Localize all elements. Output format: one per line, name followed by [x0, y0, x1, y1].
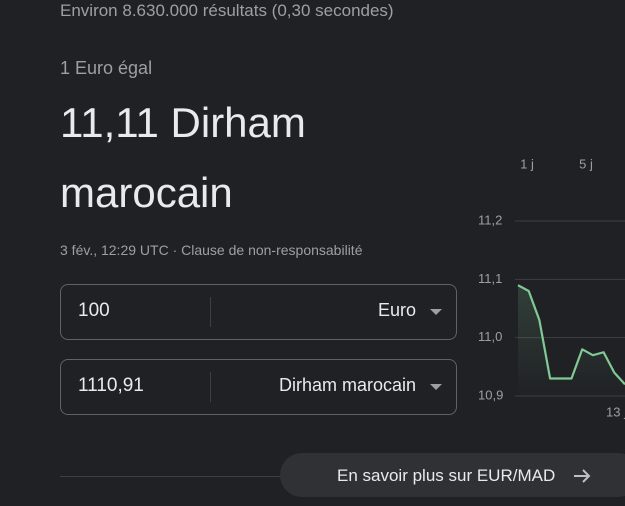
- more-label[interactable]: En savoir plus sur EUR/MAD: [337, 466, 556, 485]
- x-tick-label: 13 j: [606, 404, 625, 419]
- from-amount[interactable]: 100: [78, 300, 110, 321]
- range-tab[interactable]: 5 j: [579, 156, 593, 171]
- rate-line: [517, 284, 625, 386]
- arrow-icon: [574, 469, 591, 483]
- to-currency[interactable]: Dirham marocain: [278, 375, 416, 395]
- y-tick-label: 10,9: [478, 387, 503, 402]
- y-tick-label: 11,1: [478, 271, 502, 286]
- to-amount[interactable]: 1110,91: [78, 375, 144, 396]
- y-tick-label: 11,2: [478, 212, 502, 227]
- dropdown-arrow[interactable]: [430, 384, 442, 390]
- to-field[interactable]: 1110,91 Dirham marocain: [60, 359, 457, 415]
- separator-line: [60, 476, 282, 477]
- divider: [210, 297, 211, 327]
- range-tab[interactable]: 1 j: [520, 156, 534, 171]
- timestamp: 3 fév., 12:29 UTC: [60, 242, 169, 258]
- divider: [210, 372, 211, 402]
- separator: ·: [172, 242, 178, 258]
- y-tick-label: 11,0: [478, 329, 502, 344]
- timestamp-line: 3 fév., 12:29 UTC · Clause de non-respon…: [60, 242, 362, 258]
- from-currency[interactable]: Euro: [377, 300, 416, 320]
- result-stats: Environ 8.630.000 résultats (0,30 second…: [60, 1, 394, 20]
- area-fill: [518, 285, 625, 396]
- more-button[interactable]: En savoir plus sur EUR/MAD: [280, 453, 625, 497]
- conversion-intro: 1 Euro égal: [60, 58, 153, 78]
- dropdown-arrow[interactable]: [430, 309, 442, 315]
- from-field[interactable]: 100 Euro: [60, 284, 457, 340]
- conversion-result: 11,11 Dirham marocain: [60, 99, 306, 216]
- disclaimer-link[interactable]: Clause de non-responsabilité: [181, 242, 363, 258]
